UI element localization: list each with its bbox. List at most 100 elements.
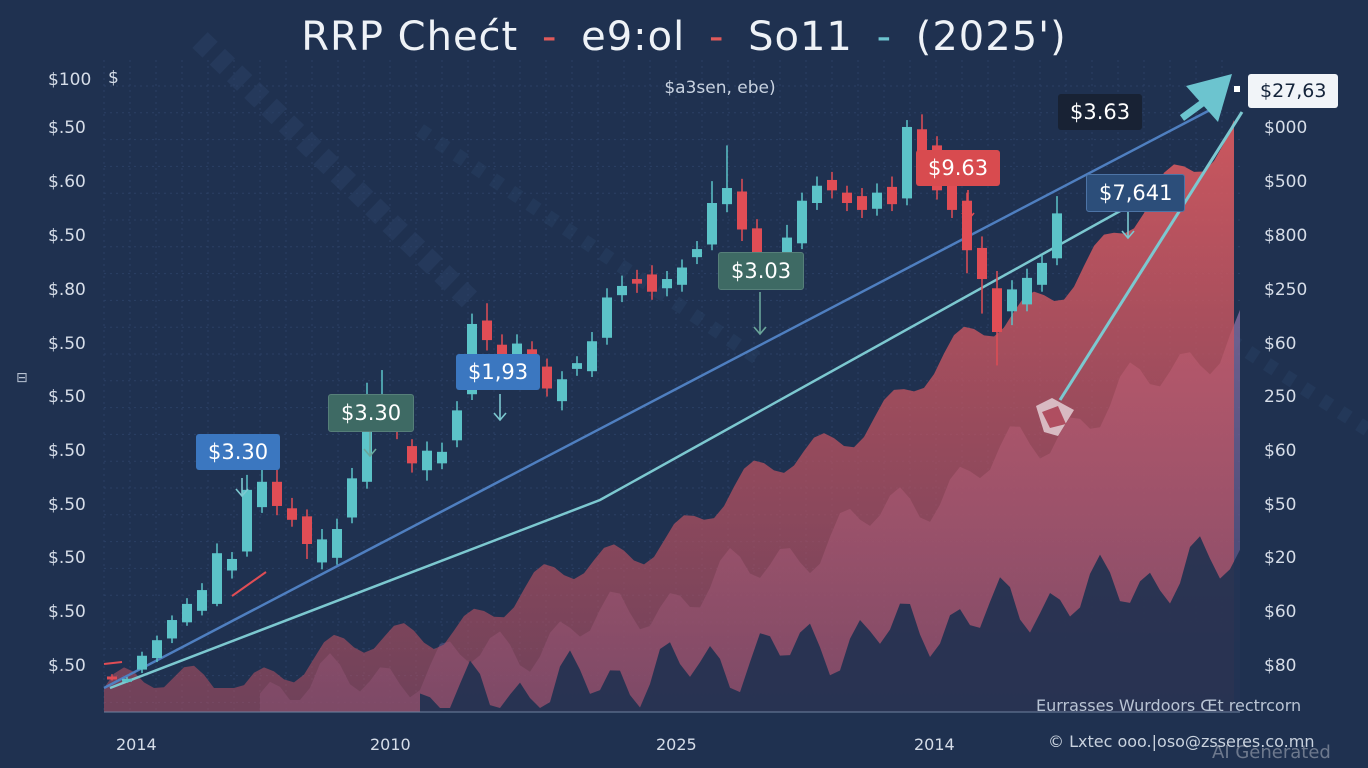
candle-down (647, 274, 657, 292)
down-arrow-icon (363, 432, 377, 458)
y-tick-left: $.50 (48, 441, 86, 461)
candle-up (227, 558, 237, 571)
candle-down (977, 247, 987, 280)
broken-candle-icon (1036, 398, 1074, 436)
x-tick: 2010 (370, 735, 411, 754)
title-sep-1: - (541, 14, 558, 60)
y-tick-left: $.60 (48, 172, 86, 192)
price-callout: $3.30 (196, 434, 281, 470)
candle-up (152, 640, 162, 659)
candle-up (902, 126, 912, 199)
candle-up (452, 410, 462, 441)
footer-credits: Eurrasses Wurdoors Œt rectrcorn (1036, 696, 1302, 715)
candle-up (1007, 289, 1017, 312)
y-tick-right: $60 (1264, 602, 1297, 622)
down-arrow-icon (493, 394, 507, 422)
y-tick-left: $.50 (48, 226, 86, 246)
y-tick-left: $.50 (48, 602, 86, 622)
candle-up (197, 590, 207, 611)
price-callout: $1,93 (456, 354, 541, 390)
candle-up (437, 451, 447, 464)
candle-down (272, 481, 282, 506)
y-tick-right: 250 (1264, 387, 1297, 407)
x-tick: 2025 (656, 735, 697, 754)
y-tick-left: $.50 (48, 495, 86, 515)
candle-up (557, 379, 567, 402)
candle-up (1052, 213, 1062, 259)
candle-down (287, 508, 297, 520)
calculator-icon: ⊟ (16, 370, 28, 386)
price-callout: $27,63 (1248, 74, 1339, 108)
background-streaks (192, 32, 1368, 436)
candle-up (602, 297, 612, 338)
candle-down (992, 288, 1002, 333)
volume-area-dark (420, 536, 1240, 712)
title-part-2: e9:ol (581, 14, 686, 60)
price-callout: $7,641 (1086, 174, 1186, 212)
candle-up (617, 285, 627, 296)
x-tick: 2014 (914, 735, 955, 754)
title-sep-3: - (876, 14, 893, 60)
price-callout: $3.63 (1058, 94, 1143, 130)
candle-up (872, 192, 882, 209)
candle-down (302, 516, 312, 544)
y-tick-left: $.50 (48, 656, 86, 676)
y-tick-right: $50 (1264, 495, 1297, 515)
candle-up (677, 267, 687, 285)
chart-title: RRP Chećt - e9:ol - So11 - (2025') (0, 14, 1368, 60)
y-tick-right: $80 (1264, 656, 1297, 676)
candle-up (572, 363, 582, 369)
candle-down (827, 179, 837, 191)
down-arrow-icon (1121, 210, 1135, 240)
small-red-segment (231, 571, 267, 597)
candle-up (167, 620, 177, 639)
y-tick-right: $20 (1264, 548, 1297, 568)
candle-up (212, 553, 222, 604)
y-tick-left: $.50 (48, 118, 86, 138)
candle-up (182, 603, 192, 623)
candle-up (257, 481, 267, 508)
price-callout: $3.30 (328, 394, 415, 432)
candle-up (242, 489, 252, 552)
candle-up (1037, 262, 1047, 285)
candle-down (857, 196, 867, 210)
candle-down (947, 184, 957, 210)
candle-down (542, 366, 552, 389)
candle-up (707, 203, 717, 245)
y-tick-right: $500 (1264, 172, 1308, 192)
candle-up (362, 397, 372, 482)
callout-pointers (235, 190, 1135, 498)
down-arrow-icon (961, 190, 975, 222)
title-part-1: RRP Chećt (301, 14, 519, 60)
down-arrow-icon (235, 478, 249, 498)
candle-up (812, 185, 822, 204)
y-tick-left: $100 (48, 70, 92, 90)
price-callout: $3.03 (718, 252, 805, 290)
footer-copyright: © Lxtec ooo.|oso@zsseres.co.mn (1048, 732, 1315, 751)
title-part-3: So11 (748, 14, 853, 60)
candle-down (737, 191, 747, 230)
candle-up (512, 343, 522, 358)
candle-up (317, 539, 327, 563)
y-tick-right: $60 (1264, 334, 1297, 354)
volume-area-red (104, 120, 1234, 712)
candle-down (752, 228, 762, 260)
candle-down (482, 320, 492, 341)
candle-down (407, 446, 417, 464)
candle-down (962, 200, 972, 251)
candle-up (347, 478, 357, 518)
down-arrow-icon (753, 292, 767, 336)
x-tick: 2014 (116, 735, 157, 754)
y-tick-left: $.50 (48, 387, 86, 407)
candle-down (887, 186, 897, 205)
y-tick-right: $800 (1264, 226, 1308, 246)
currency-mark: $ (108, 68, 119, 88)
candle-up (422, 450, 432, 471)
chart-subtitle: $a3sen, ebe) (664, 78, 776, 98)
candle-up (797, 200, 807, 244)
candle-down (497, 344, 507, 358)
y-tick-left: $.80 (48, 280, 86, 300)
candle-down (917, 129, 927, 164)
y-tick-left: $.50 (48, 334, 86, 354)
